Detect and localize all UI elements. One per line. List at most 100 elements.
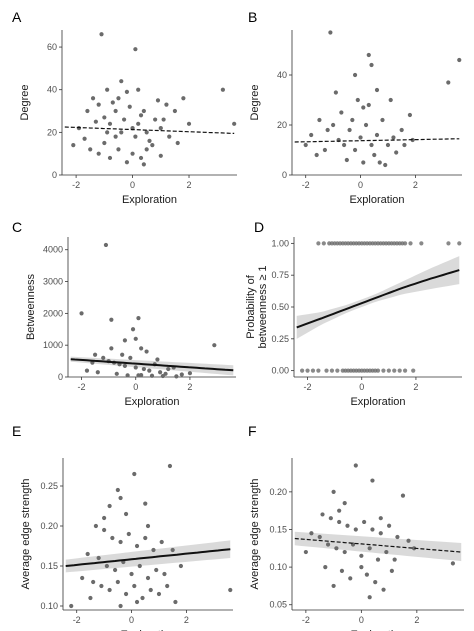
- data-point: [337, 508, 342, 513]
- y-tick-label: 0.15: [269, 524, 287, 534]
- data-point: [127, 104, 132, 109]
- data-point: [133, 365, 138, 370]
- x-tick-label: -2: [73, 615, 81, 625]
- data-point: [186, 121, 192, 126]
- data-point: [358, 135, 363, 140]
- data-point: [122, 338, 128, 343]
- data-point: [113, 108, 118, 114]
- data-point: [317, 117, 322, 123]
- y-tick-label: 0.10: [40, 601, 58, 611]
- data-point: [132, 583, 137, 589]
- data-point: [102, 527, 107, 533]
- x-tick-label: 0: [359, 382, 364, 392]
- data-point: [144, 349, 149, 354]
- data-point: [156, 591, 162, 597]
- y-tick-label: 0.05: [269, 600, 287, 610]
- data-point: [352, 147, 358, 153]
- data-point: [165, 583, 170, 589]
- x-tick-label: -2: [302, 615, 310, 625]
- confidence-band: [294, 531, 462, 562]
- data-point: [173, 599, 178, 605]
- data-point: [143, 535, 148, 541]
- data-point: [361, 160, 366, 165]
- data-point: [164, 102, 169, 107]
- x-axis-label: Exploration: [122, 194, 177, 206]
- trend-line: [70, 358, 234, 372]
- data-point: [342, 549, 347, 555]
- data-point: [392, 368, 397, 373]
- data-point: [322, 147, 328, 153]
- data-point: [91, 579, 96, 585]
- points-group: [71, 32, 237, 167]
- data-point: [116, 147, 121, 152]
- points-group: [79, 242, 217, 379]
- data-point: [132, 471, 137, 477]
- y-tick-label: 3000: [43, 277, 63, 287]
- data-point: [178, 563, 184, 569]
- data-point: [79, 311, 84, 316]
- data-point: [369, 142, 374, 148]
- data-point: [147, 368, 152, 373]
- y-axis-label: Average edge strength: [249, 478, 261, 589]
- data-point: [305, 368, 310, 373]
- data-point: [92, 352, 98, 357]
- data-point: [129, 571, 134, 577]
- data-point: [107, 155, 113, 161]
- data-point: [388, 97, 393, 103]
- data-point: [337, 519, 342, 525]
- data-point: [446, 80, 451, 85]
- data-point: [328, 516, 333, 521]
- data-point: [167, 134, 172, 139]
- data-point: [359, 553, 364, 558]
- data-point: [339, 568, 345, 573]
- data-point: [141, 162, 146, 167]
- panel-e: E 0.10 0.15 0.20 0.25 -2 0 2 Exploration Average …: [12, 423, 233, 631]
- data-point: [149, 373, 155, 378]
- data-point: [136, 316, 141, 321]
- x-tick-label: 0: [359, 615, 364, 625]
- data-point: [158, 153, 163, 158]
- data-point: [162, 571, 167, 577]
- x-tick-label: 0: [133, 382, 138, 392]
- data-point: [373, 580, 378, 585]
- y-tick-label: 0.15: [40, 561, 58, 571]
- y-tick-label: 0.20: [40, 521, 58, 531]
- x-tick-label: 2: [187, 382, 192, 392]
- data-point: [166, 366, 171, 372]
- data-point: [407, 112, 413, 118]
- data-point: [141, 108, 146, 114]
- data-point: [402, 368, 408, 373]
- data-point: [374, 132, 380, 138]
- data-point: [314, 152, 319, 158]
- y-axis-label: Average edge strength: [20, 478, 32, 589]
- data-point: [107, 503, 112, 509]
- data-point: [93, 523, 99, 529]
- data-point: [399, 127, 404, 133]
- data-point: [370, 478, 375, 483]
- y-axis-label: Degree: [249, 84, 261, 120]
- data-point: [124, 160, 130, 165]
- data-point: [323, 565, 328, 570]
- data-point: [102, 115, 107, 120]
- data-point: [119, 130, 124, 135]
- data-point: [93, 119, 98, 124]
- data-point: [402, 142, 407, 148]
- data-point: [110, 535, 115, 541]
- data-point: [118, 539, 123, 545]
- data-point: [220, 87, 225, 92]
- x-axis-label: Exploration: [349, 194, 404, 206]
- data-point: [389, 568, 394, 573]
- data-point: [155, 98, 161, 103]
- data-point: [391, 135, 396, 140]
- data-point: [377, 160, 382, 165]
- data-point: [394, 150, 399, 155]
- y-tick-label: 0: [58, 372, 63, 382]
- x-tick-label: 0: [358, 180, 363, 190]
- data-point: [347, 127, 352, 133]
- data-point: [130, 151, 135, 156]
- panel-label: E: [12, 423, 21, 439]
- data-point: [181, 96, 186, 101]
- data-point: [144, 130, 149, 135]
- x-tick-label: 2: [184, 615, 189, 625]
- y-tick-label: 0.10: [269, 562, 287, 572]
